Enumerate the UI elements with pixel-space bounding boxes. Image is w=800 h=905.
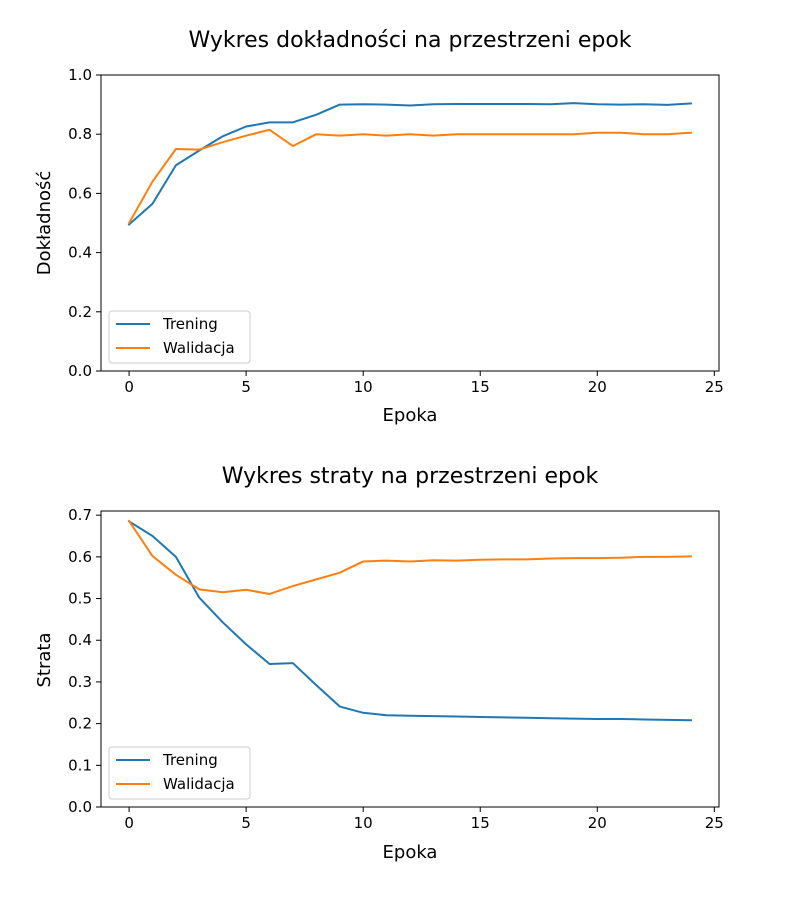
accuracy-x-tick-label: 20 (588, 378, 607, 396)
loss-chart-title: Wykres straty na przestrzeni epok (222, 464, 599, 489)
accuracy-x-axis-label: Epoka (383, 405, 438, 426)
loss-y-tick-label: 0.7 (68, 506, 92, 524)
accuracy-y-tick-label: 0.8 (68, 125, 92, 143)
accuracy-y-tick-label: 0.6 (68, 184, 92, 202)
loss-y-tick-label: 0.6 (68, 548, 92, 566)
accuracy-plot-frame (100, 74, 720, 372)
accuracy-x-tick-label: 15 (471, 378, 490, 396)
loss-plot-frame (100, 510, 720, 808)
accuracy-y-tick-label: 1.0 (68, 66, 92, 84)
accuracy-x-tick-label: 5 (241, 378, 251, 396)
loss-y-tick-label: 0.2 (68, 715, 92, 733)
loss-x-tick-label: 25 (705, 814, 724, 832)
loss-y-tick-label: 0.5 (68, 590, 92, 608)
accuracy-y-tick-label: 0.4 (68, 244, 92, 262)
accuracy-chart-title: Wykres dokładności na przestrzeni epok (188, 28, 631, 53)
accuracy-chart: Wykres dokładności na przestrzeni epok E… (34, 28, 724, 426)
loss-x-tick-label: 0 (124, 814, 134, 832)
loss-axis-ticks: 0 5 10 15 20 25 0.0 0.1 0.2 0.3 0.4 0.5 0.6 0.7 (68, 506, 724, 832)
loss-x-tick-label: 10 (354, 814, 373, 832)
loss-x-axis-label: Epoka (383, 842, 438, 863)
loss-y-axis-label: Strata (34, 632, 55, 687)
accuracy-legend: Trening Walidacja (108, 310, 251, 364)
loss-y-tick-label: 0.1 (68, 756, 92, 774)
accuracy-axis-ticks: 0 5 10 15 20 25 0.0 0.2 0.4 0.6 0.8 1.0 (68, 66, 724, 396)
accuracy-legend-label-trening: Trening (162, 315, 218, 333)
loss-legend: Trening Walidacja (108, 746, 251, 800)
loss-x-tick-label: 5 (241, 814, 251, 832)
accuracy-legend-label-walidacja: Walidacja (163, 339, 235, 357)
loss-legend-label-trening: Trening (162, 751, 218, 769)
loss-y-tick-label: 0.3 (68, 673, 92, 691)
accuracy-series-line-trening (127, 102, 692, 226)
loss-legend-label-walidacja: Walidacja (163, 775, 235, 793)
accuracy-x-tick-label: 10 (354, 378, 373, 396)
loss-y-tick-label: 0.4 (68, 631, 92, 649)
accuracy-series-line-walidacja (127, 128, 692, 225)
accuracy-y-tick-label: 0.0 (68, 362, 92, 380)
loss-series-line-walidacja (127, 519, 692, 595)
accuracy-x-tick-label: 25 (705, 378, 724, 396)
loss-chart: Wykres straty na przestrzeni epok Epoka … (34, 464, 724, 863)
accuracy-y-tick-label: 0.2 (68, 303, 92, 321)
loss-x-tick-label: 20 (588, 814, 607, 832)
loss-series-lines (127, 519, 692, 722)
accuracy-x-tick-label: 0 (124, 378, 134, 396)
accuracy-y-axis-label: Dokładność (34, 171, 55, 276)
accuracy-series-lines (127, 102, 692, 226)
loss-x-tick-label: 15 (471, 814, 490, 832)
loss-y-tick-label: 0.0 (68, 798, 92, 816)
loss-series-line-trening (127, 520, 692, 722)
